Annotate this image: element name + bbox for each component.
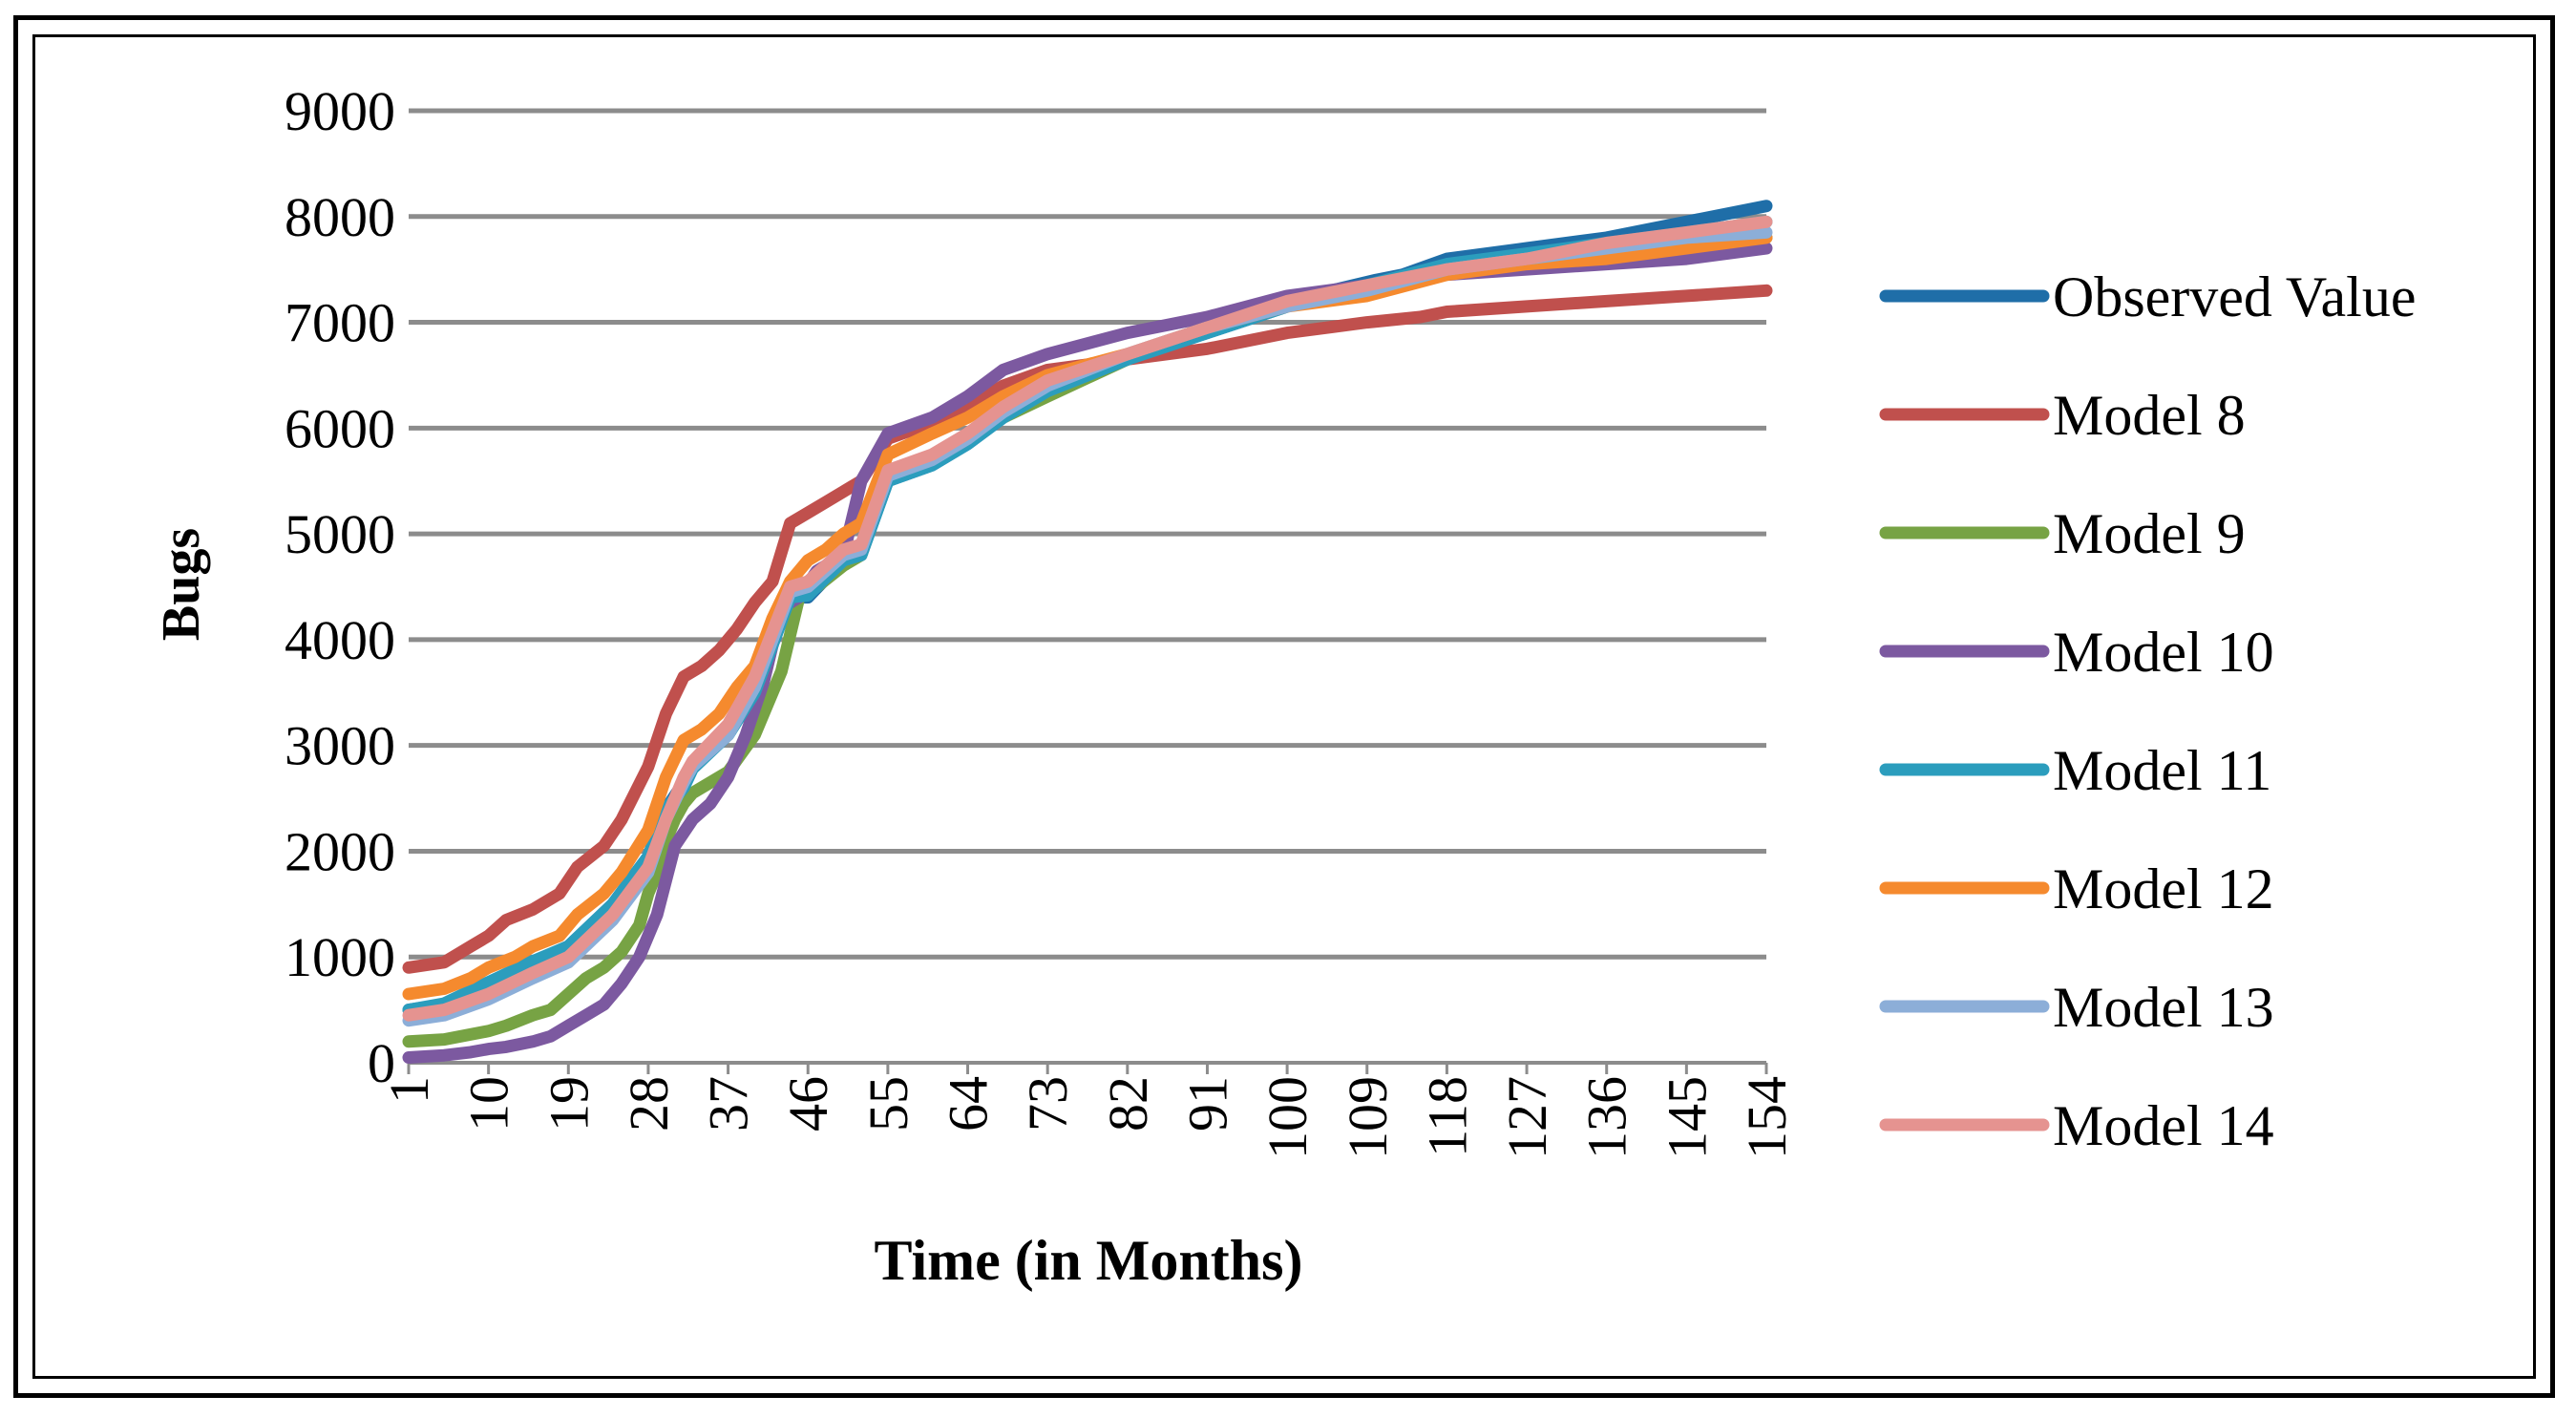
series-lines — [402, 200, 1773, 1064]
legend-label-model-11: Model 11 — [2053, 739, 2271, 802]
x-tick-label-37: 37 — [698, 1076, 760, 1131]
x-tick-label-82: 82 — [1097, 1076, 1159, 1131]
y-tick-label-4000: 4000 — [285, 609, 395, 671]
y-tick-label-7000: 7000 — [285, 292, 395, 354]
y-tick-label-6000: 6000 — [285, 397, 395, 459]
y-tick-label-8000: 8000 — [285, 186, 395, 248]
gridlines — [409, 108, 1766, 960]
x-tick-label-55: 55 — [857, 1076, 919, 1131]
y-tick-label-1000: 1000 — [285, 926, 395, 988]
x-tick-label-64: 64 — [938, 1076, 1000, 1131]
legend-label-model-12: Model 12 — [2053, 857, 2274, 920]
x-tick-label-145: 145 — [1656, 1076, 1718, 1159]
x-axis-label: Time (in Months) — [875, 1229, 1303, 1292]
x-tick-label-100: 100 — [1256, 1076, 1319, 1159]
legend-label-model-13: Model 13 — [2053, 976, 2274, 1039]
x-tick-label-109: 109 — [1337, 1076, 1399, 1159]
y-tick-label-2000: 2000 — [285, 820, 395, 882]
x-tick-label-127: 127 — [1496, 1076, 1558, 1159]
x-tick-label-28: 28 — [618, 1076, 680, 1131]
x-tick-label-19: 19 — [538, 1076, 600, 1131]
x-tick-label-136: 136 — [1576, 1076, 1638, 1159]
series-line-model-12 — [402, 231, 1773, 1001]
x-tick-label-154: 154 — [1736, 1076, 1798, 1159]
y-tick-label-0: 0 — [368, 1032, 395, 1094]
legend-label-model-9: Model 9 — [2053, 502, 2246, 565]
series-line-model-14 — [402, 215, 1773, 1022]
legend-label-model-8: Model 8 — [2053, 384, 2246, 447]
y-tick-labels: 0 1000 2000 3000 4000 5000 6000 7000 8000 9000 — [285, 80, 395, 1094]
x-tick-label-73: 73 — [1017, 1076, 1079, 1131]
legend-label-observed-value: Observed Value — [2053, 265, 2416, 328]
x-tick-label-91: 91 — [1176, 1076, 1238, 1131]
legend-label-model-10: Model 10 — [2053, 621, 2274, 684]
series-line-model-8 — [402, 284, 1773, 974]
y-tick-label-9000: 9000 — [285, 80, 395, 142]
x-tick-label-10: 10 — [458, 1076, 520, 1131]
x-tick-label-46: 46 — [777, 1076, 839, 1131]
legend: Observed Value Model 8 Model 9 Model 10 Mode… — [1879, 265, 2416, 1157]
inner-border — [32, 34, 2536, 1379]
x-tick-label-118: 118 — [1416, 1076, 1478, 1157]
y-axis-label: Bugs — [152, 528, 211, 641]
legend-label-model-14: Model 14 — [2053, 1094, 2274, 1157]
y-tick-label-5000: 5000 — [285, 503, 395, 565]
x-tick-label-1: 1 — [378, 1076, 440, 1104]
x-tick-labels: 1 10 19 28 37 46 55 64 73 82 91 100 109 118 127 136 145 1… — [378, 1063, 1798, 1159]
y-tick-label-3000: 3000 — [285, 715, 395, 777]
outer-border — [13, 15, 2555, 1398]
